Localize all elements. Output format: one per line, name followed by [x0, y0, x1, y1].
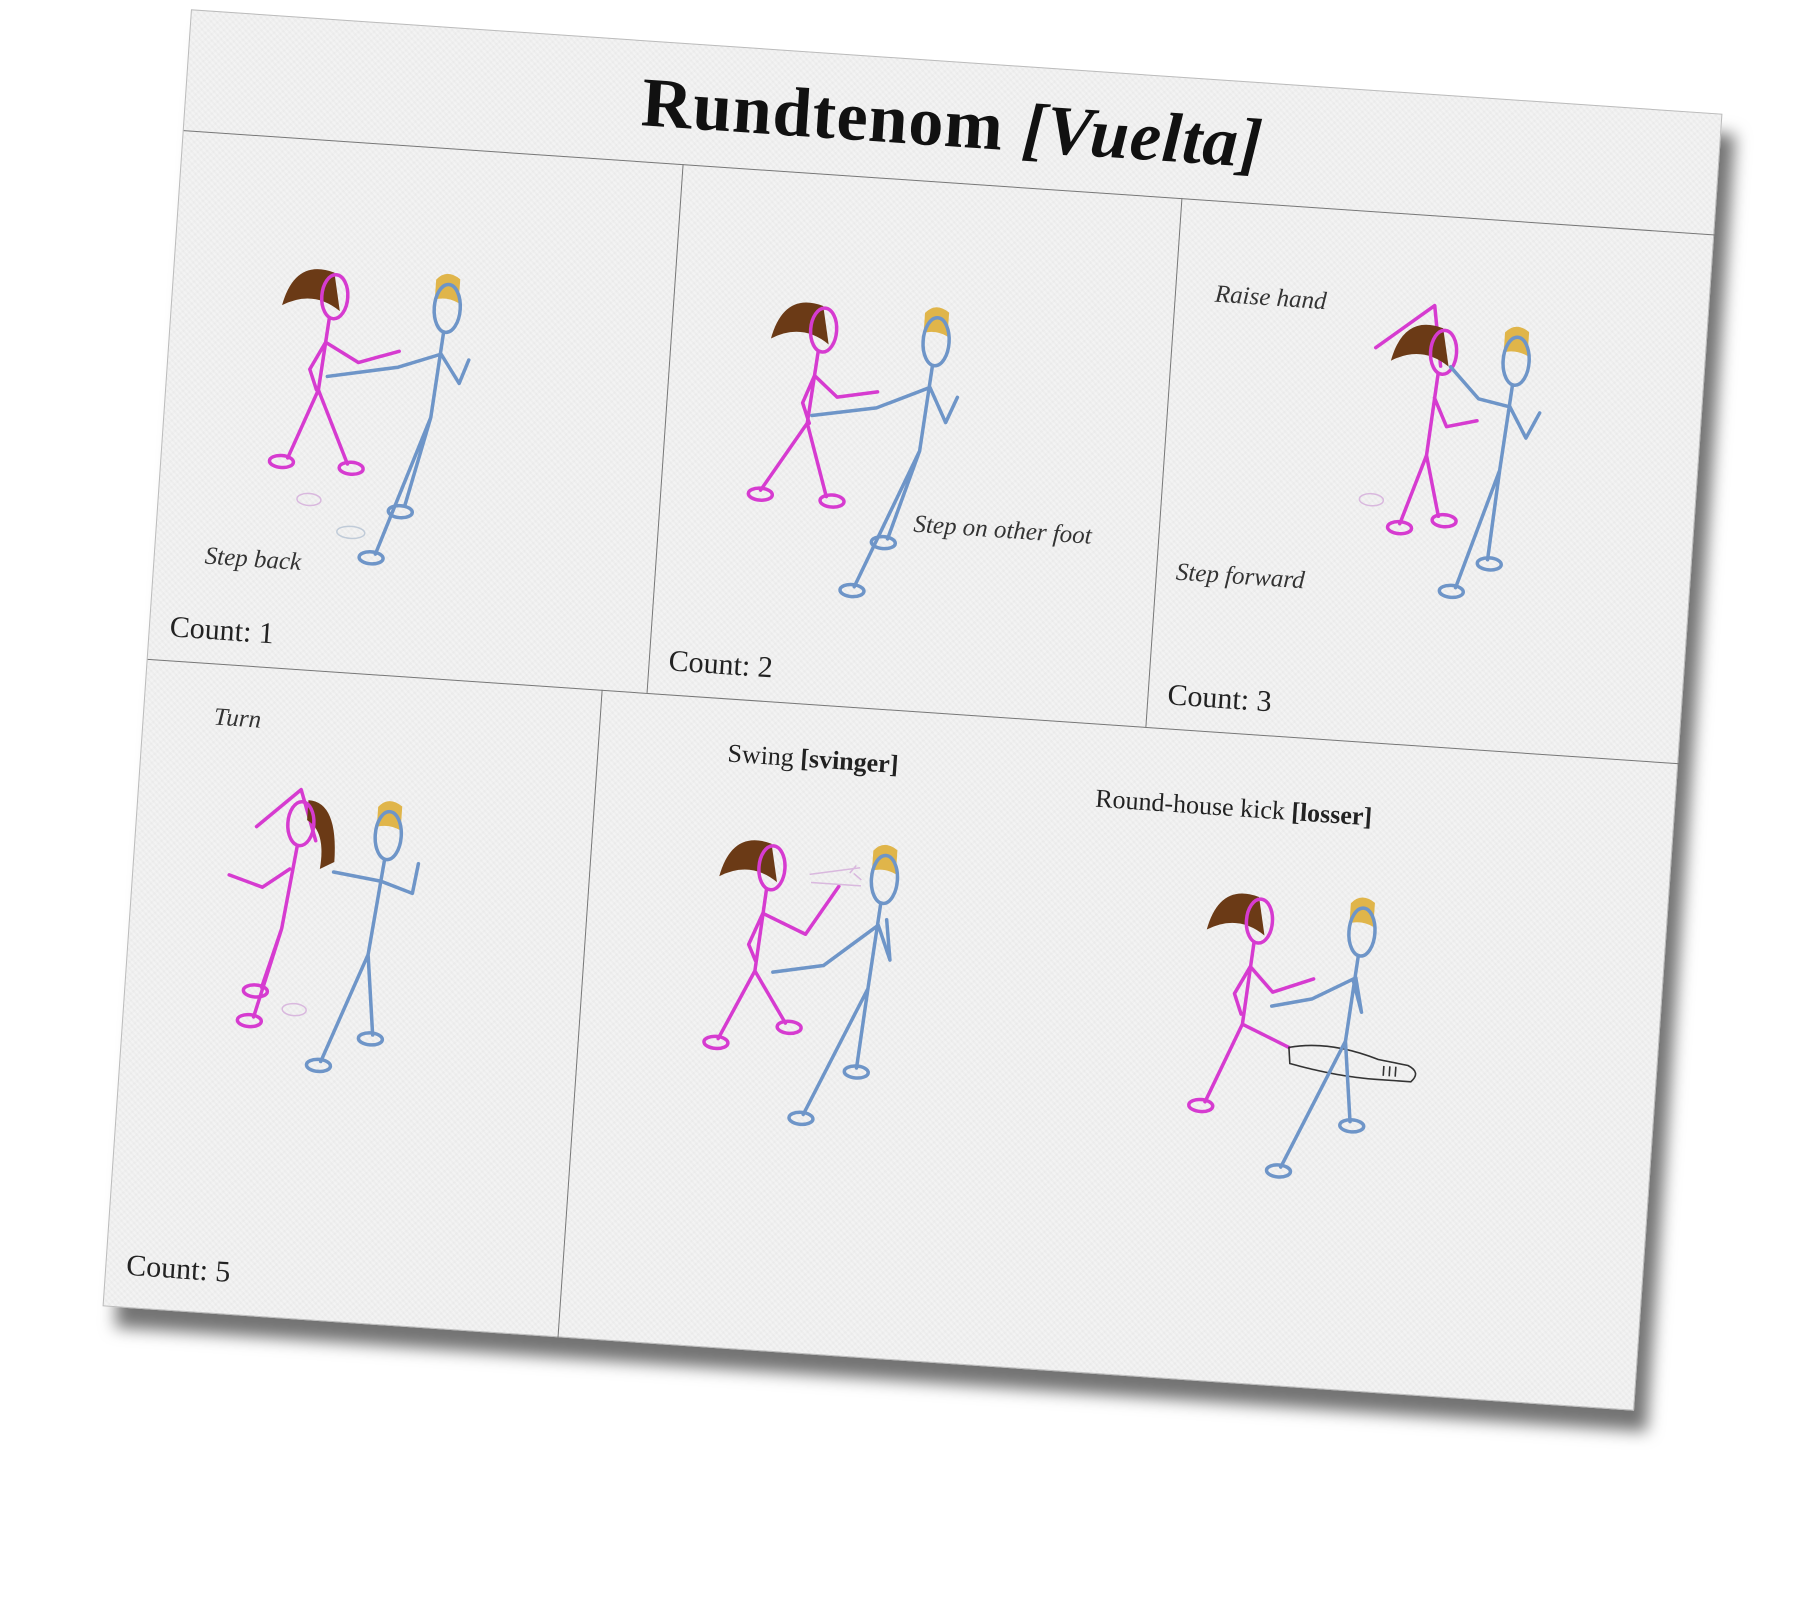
woman-body — [1203, 941, 1316, 1104]
woman-other-arm — [227, 867, 292, 889]
woman-hair — [307, 800, 335, 870]
dancers-figure-2 — [746, 302, 960, 599]
woman-foot-right — [1430, 512, 1458, 529]
note-step-forward: Step forward — [1175, 558, 1306, 595]
woman-foot-left — [702, 1034, 730, 1051]
woman-foot-right — [235, 1012, 264, 1029]
panel-count-5: Turn Count: 5 — [103, 659, 601, 1338]
dancers-figure-swing — [702, 840, 900, 1127]
woman-foot-right — [337, 460, 365, 477]
man-foot-left — [1338, 1118, 1366, 1134]
count-label: Count: 2 — [667, 644, 774, 685]
panel-count-1: Step back Count: 1 — [148, 130, 683, 693]
woman-raised-arm — [254, 787, 318, 843]
man-body — [325, 330, 471, 556]
man-head — [869, 853, 900, 906]
man-foot-right — [1437, 583, 1466, 600]
dancers-figure-kick — [1187, 893, 1417, 1179]
panel-swing-kick: Swing [svinger] Round-house kick [losser… — [557, 690, 1679, 1412]
man-head — [373, 809, 404, 862]
title-main: Rundtenom — [639, 64, 1007, 166]
man-hair — [871, 844, 898, 875]
woman-foot-left — [241, 983, 270, 999]
count-label: Count: 5 — [125, 1248, 232, 1289]
man-foot-right — [357, 550, 385, 566]
man-foot-left — [842, 1064, 870, 1080]
panel-count-2: Step on other foot Count: 2 — [647, 164, 1182, 727]
ghost-foot — [1358, 492, 1385, 507]
woman-head — [757, 844, 787, 892]
man-body — [318, 857, 421, 1064]
dance-sheet: Rundtenom [Vuelta] Step back Count: 1 — [102, 9, 1723, 1412]
caption-swing-label: Swing — [726, 738, 795, 773]
count-label: Count: 1 — [168, 610, 276, 651]
man-head — [432, 282, 463, 335]
woman-head — [808, 306, 839, 354]
swing-motion — [809, 865, 862, 887]
woman-head — [1428, 328, 1459, 377]
man-foot-right — [1264, 1163, 1293, 1179]
woman-body — [1398, 372, 1479, 526]
woman-head — [1244, 897, 1275, 945]
woman-body — [251, 843, 300, 1019]
man-hair — [1349, 897, 1375, 927]
note-raise-hand: Raise hand — [1214, 280, 1328, 316]
man-hair — [376, 801, 403, 831]
caption-kick-label: Round-house kick — [1094, 783, 1286, 826]
man-hair — [923, 307, 950, 337]
caption-swing: Swing [svinger] — [727, 739, 900, 781]
ghost-foot — [281, 1002, 307, 1017]
dancers-figure-1 — [267, 269, 471, 566]
ghost-foot — [296, 492, 322, 507]
man-hair — [1503, 326, 1530, 357]
woman-head — [319, 273, 350, 321]
woman-foot-left — [746, 486, 775, 502]
woman-head — [286, 799, 316, 848]
man-foot-left — [356, 1031, 385, 1047]
woman-foot-left — [1187, 1097, 1215, 1114]
woman-foot-right — [775, 1019, 803, 1036]
man-foot-right — [838, 582, 866, 599]
note-turn: Turn — [212, 703, 262, 734]
man-body — [1269, 954, 1364, 1169]
man-body — [810, 363, 960, 589]
title-bracket: [Vuelta] — [1019, 90, 1266, 184]
woman-foot-left — [1385, 519, 1414, 536]
woman-body — [758, 350, 880, 499]
man-head — [1501, 335, 1531, 387]
woman-body — [716, 884, 841, 1041]
man-foot-right — [304, 1057, 333, 1074]
caption-kick-term: [losser] — [1290, 797, 1374, 832]
note-step-back: Step back — [203, 542, 303, 577]
caption-kick: Round-house kick [losser] — [1094, 784, 1373, 833]
man-body — [1448, 365, 1542, 590]
woman-foot-right — [818, 493, 846, 509]
man-body — [771, 901, 892, 1117]
man-head — [921, 316, 951, 368]
panel-count-3: Raise hand Step forward Count: 3 — [1145, 198, 1715, 763]
man-foot-left — [1475, 556, 1504, 572]
woman-body — [285, 316, 401, 466]
man-head — [1347, 906, 1377, 958]
ghost-foot-man — [336, 525, 366, 540]
woman-foot-left — [267, 453, 296, 470]
man-foot-left — [386, 503, 415, 520]
dancers-figure-5 — [227, 787, 421, 1074]
dancers-figure-3 — [1358, 303, 1542, 600]
man-foot-left — [869, 534, 898, 551]
man-foot-right — [787, 1110, 815, 1127]
count-label: Count: 3 — [1166, 678, 1273, 719]
caption-swing-term: [svinger] — [799, 743, 900, 780]
man-hair — [434, 273, 461, 304]
kick-shoe — [1288, 1044, 1417, 1083]
